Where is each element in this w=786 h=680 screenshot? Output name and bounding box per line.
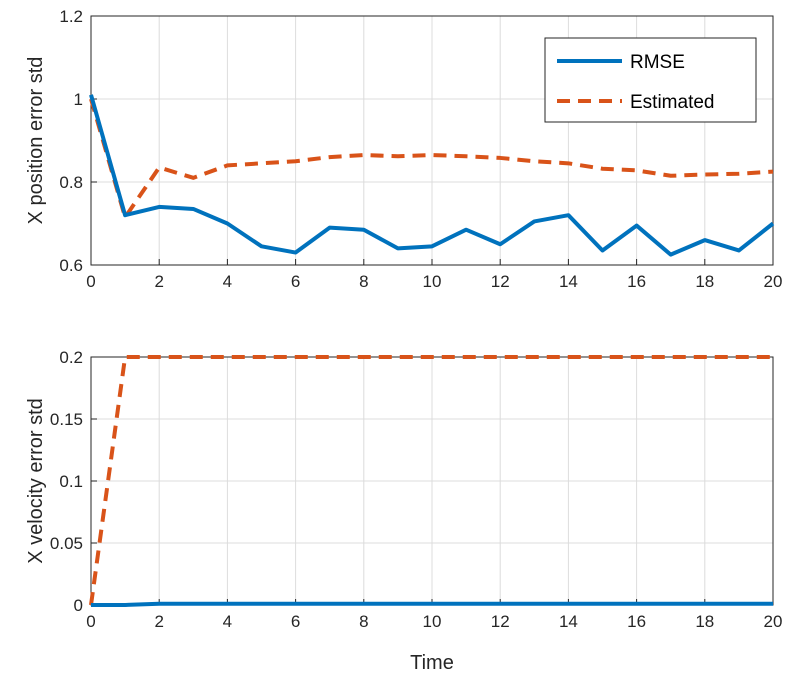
x-axis-title: Time <box>410 652 454 674</box>
x-tick-label: 10 <box>423 272 442 291</box>
y-tick-label: 1.2 <box>59 7 83 26</box>
y-tick-label: 0.6 <box>59 256 83 275</box>
legend-label-rmse: RMSE <box>630 52 685 73</box>
estimated-series-line <box>89 98 774 220</box>
x-tick-label: 12 <box>491 272 510 291</box>
x-tick-label: 4 <box>223 272 232 291</box>
x-tick-label: 6 <box>291 612 300 631</box>
x-tick-label: 16 <box>627 272 646 291</box>
y-tick-label: 0.05 <box>50 534 83 553</box>
position-error-plot: 0 2 4 6 8 10 12 14 16 18 20 0.6 0.8 1 1.2 X position er… <box>25 7 782 291</box>
x-tick-label: 20 <box>764 272 783 291</box>
x-tick-label: 8 <box>359 272 368 291</box>
x-tick-label: 8 <box>359 612 368 631</box>
y-tick-label: 0 <box>74 596 83 615</box>
x-tick-label: 16 <box>627 612 646 631</box>
rmse-series-line <box>91 601 773 607</box>
y-tick-label: 0.1 <box>59 472 83 491</box>
x-tick-label: 0 <box>86 272 95 291</box>
x-tick-label: 14 <box>559 272 578 291</box>
x-tick-label: 0 <box>86 612 95 631</box>
x-tick-label: 18 <box>695 612 714 631</box>
x-tick-label: 10 <box>423 612 442 631</box>
legend: RMSE Estimated <box>544 37 757 123</box>
x-tick-label: 2 <box>154 272 163 291</box>
y-tick-label: 0.8 <box>59 173 83 192</box>
x-tick-label: 12 <box>491 612 510 631</box>
velocity-error-plot: 0 2 4 6 8 10 12 14 16 18 20 0 0.05 0.1 0.15 0.2 X veloci… <box>25 348 782 674</box>
estimated-series-line <box>89 355 773 606</box>
x-tick-label: 20 <box>764 612 783 631</box>
x-tick-label: 6 <box>291 272 300 291</box>
y-tick-label: 0.15 <box>50 410 83 429</box>
x-tick-label: 4 <box>223 612 232 631</box>
y-tick-label: 1 <box>74 90 83 109</box>
y-tick-label: 0.2 <box>59 348 83 367</box>
y-axis-title: X position error std <box>25 57 47 225</box>
x-tick-label: 14 <box>559 612 578 631</box>
legend-box <box>544 37 757 123</box>
y-axis-title: X velocity error std <box>25 398 47 564</box>
rmse-series-line <box>89 94 775 257</box>
x-tick-label: 18 <box>695 272 714 291</box>
x-tick-label: 2 <box>154 612 163 631</box>
legend-label-estimated: Estimated <box>630 92 714 113</box>
